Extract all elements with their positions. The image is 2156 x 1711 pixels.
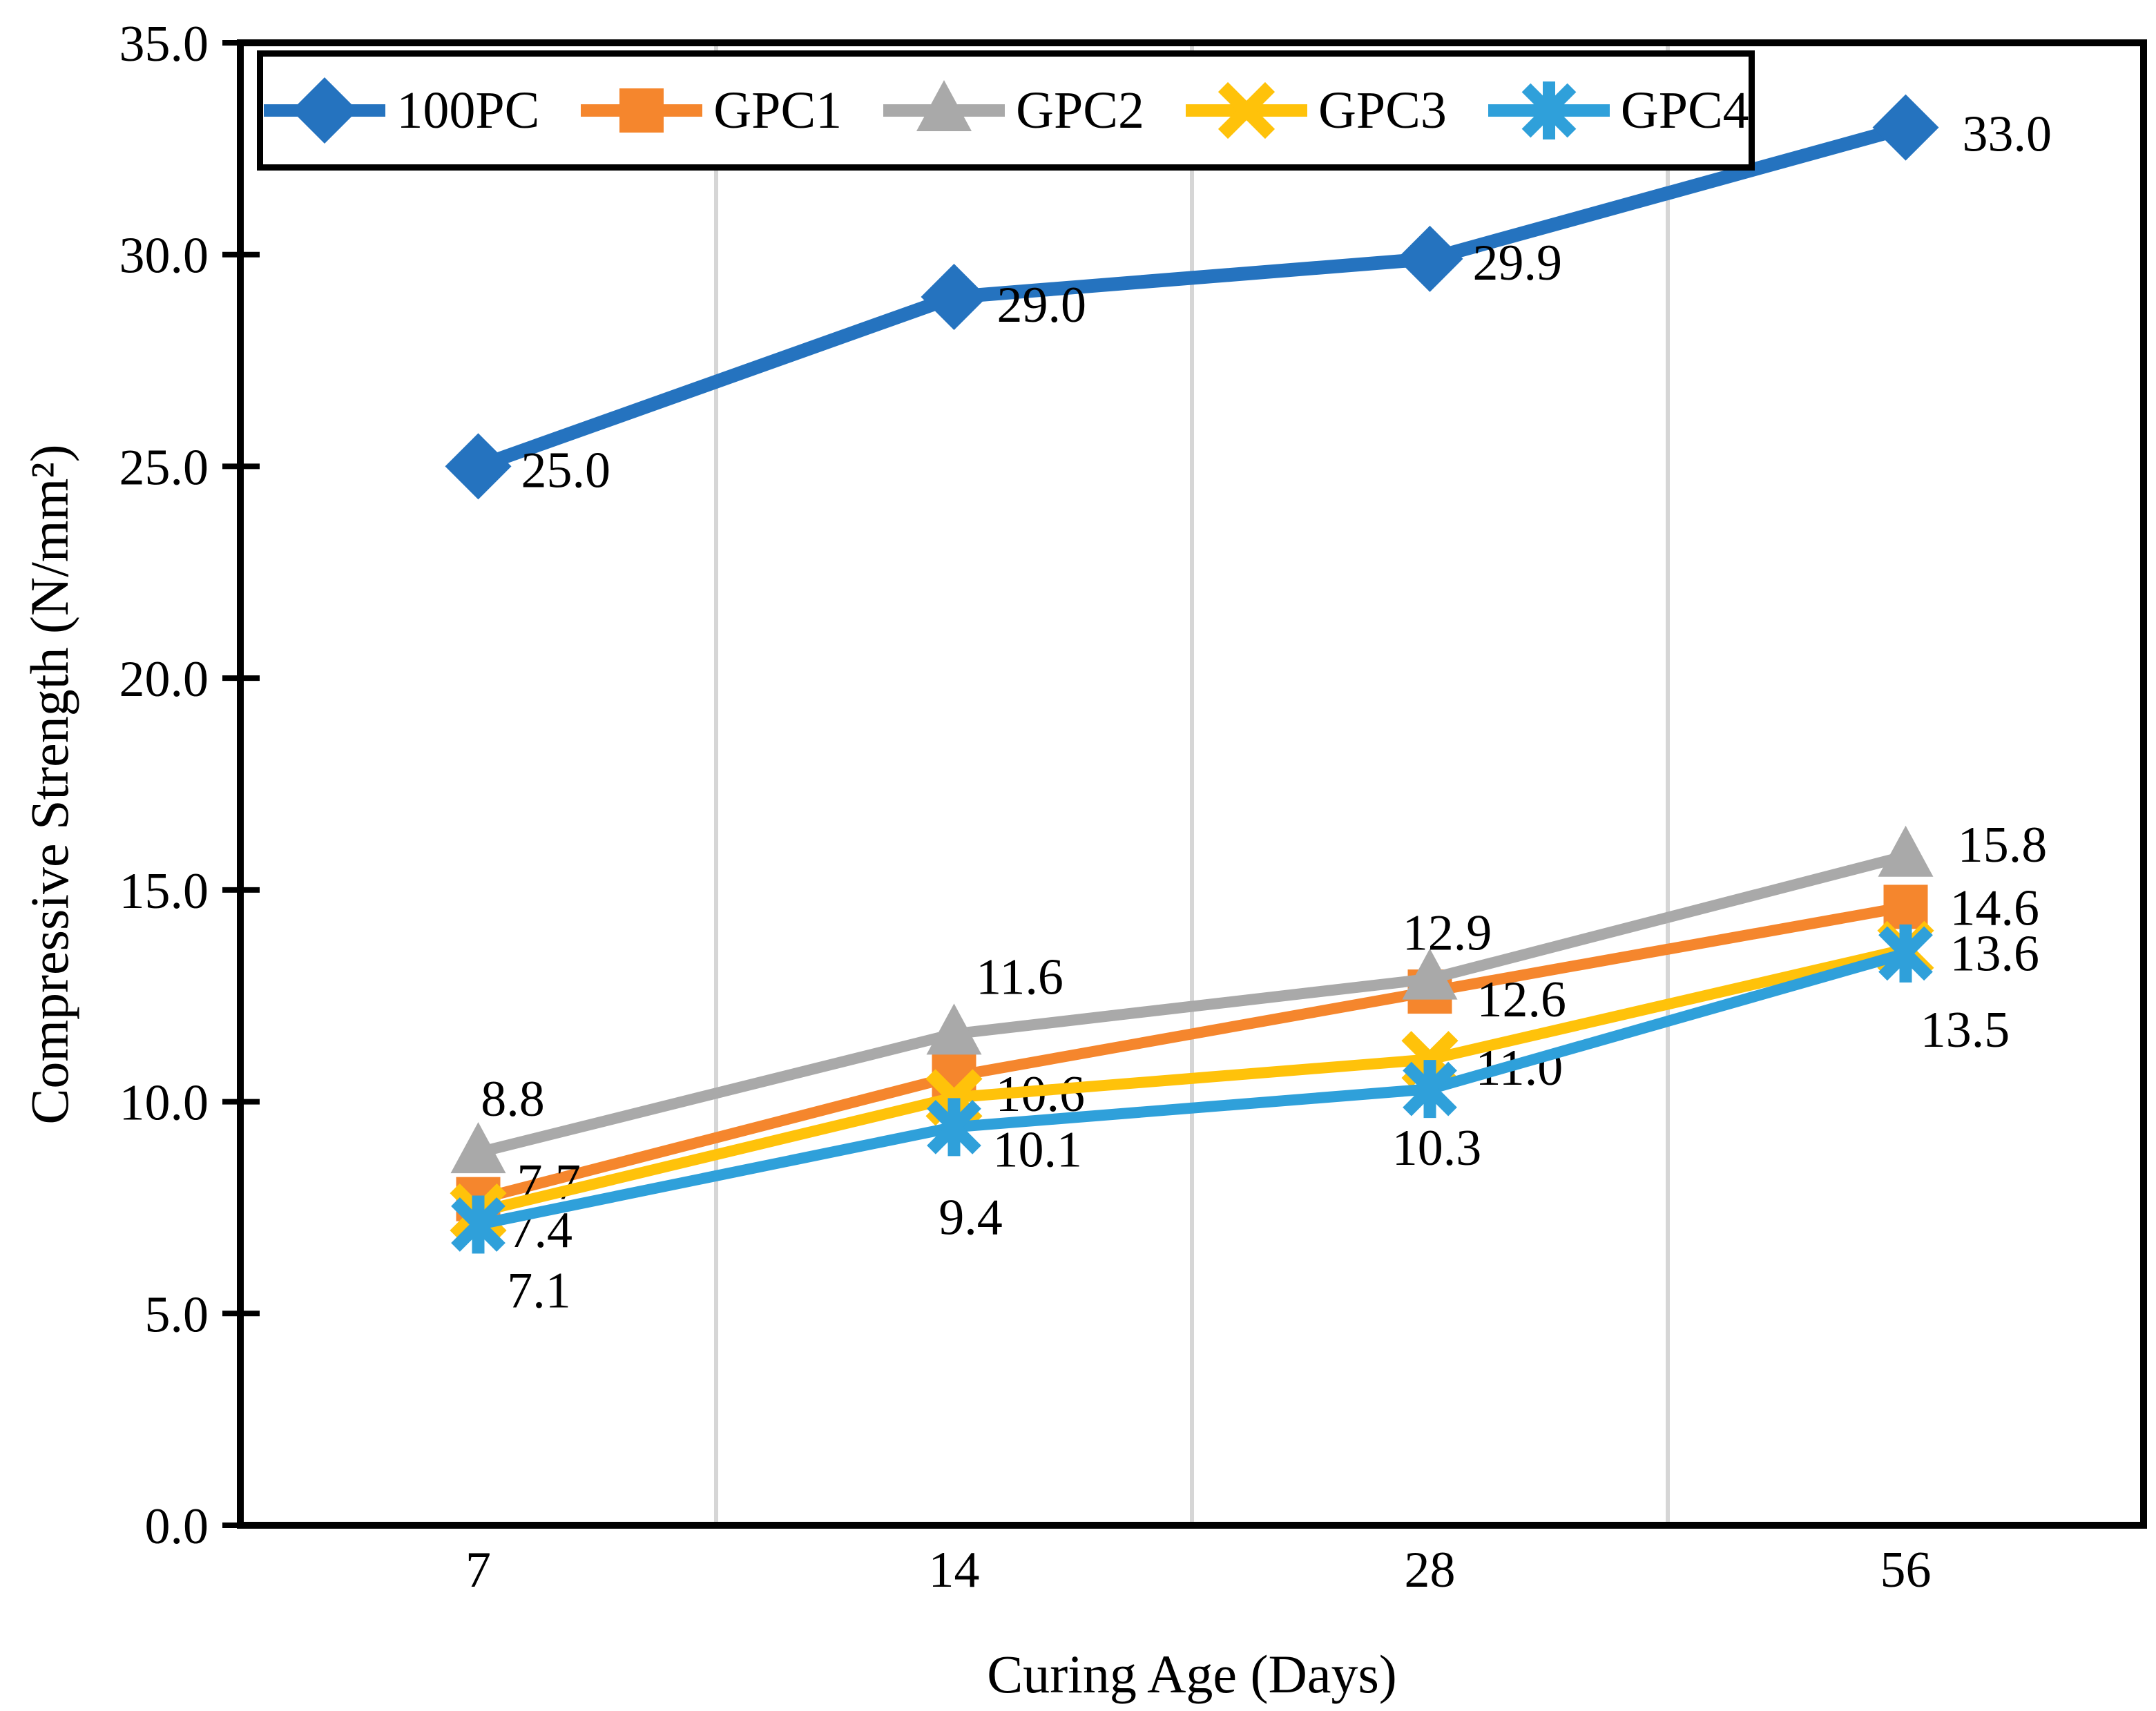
legend-marker-x-icon bbox=[1185, 81, 1307, 139]
series-line-GPC2 bbox=[477, 851, 1907, 1158]
data-label-GPC4: 10.3 bbox=[1392, 1120, 1482, 1177]
data-label-100PC: 33.0 bbox=[1963, 106, 2052, 163]
marker-asterisk bbox=[1403, 1060, 1457, 1119]
marker-square bbox=[619, 88, 664, 133]
data-label-GPC4: 9.4 bbox=[939, 1189, 1003, 1246]
marker-diamond bbox=[921, 264, 988, 331]
data-label-GPC1: 12.6 bbox=[1477, 972, 1567, 1028]
y-axis-tick-label: 15.0 bbox=[119, 863, 209, 920]
legend-marker-square-icon bbox=[581, 88, 703, 133]
data-label-GPC2: 15.8 bbox=[1958, 817, 2048, 873]
marker-asterisk bbox=[451, 1195, 506, 1254]
marker-asterisk bbox=[1878, 924, 1933, 983]
plot-border bbox=[237, 39, 2147, 1529]
legend-item-GPC4: GPC4 bbox=[1487, 72, 1749, 148]
data-label-GPC1: 14.6 bbox=[1950, 880, 2040, 936]
data-label-GPC3: 10.1 bbox=[993, 1121, 1083, 1178]
legend-marker-diamond-icon bbox=[264, 77, 386, 144]
data-label-GPC2: 12.9 bbox=[1403, 905, 1492, 962]
data-label-GPC4: 7.1 bbox=[507, 1262, 571, 1319]
data-label-100PC: 25.0 bbox=[521, 442, 611, 499]
marker-square bbox=[1883, 884, 1928, 929]
y-axis-tick-label: 5.0 bbox=[145, 1286, 209, 1343]
data-label-GPC2: 11.6 bbox=[976, 949, 1063, 1005]
data-label-GPC3: 13.6 bbox=[1950, 926, 2040, 983]
marker-diamond bbox=[445, 433, 512, 500]
x-axis-tick-label: 14 bbox=[929, 1542, 980, 1598]
legend-item-GPC1: GPC1 bbox=[579, 72, 842, 148]
data-label-100PC: 29.0 bbox=[997, 277, 1087, 334]
y-axis-title: Compressive Strength (N/mm²) bbox=[19, 444, 79, 1125]
legend-item-GPC3: GPC3 bbox=[1184, 72, 1447, 148]
marker-diamond bbox=[1396, 225, 1463, 292]
legend-item-100PC: 100PC bbox=[262, 72, 539, 148]
marker-triangle bbox=[916, 80, 972, 131]
data-label-100PC: 29.9 bbox=[1473, 235, 1563, 291]
legend-label: GPC2 bbox=[1016, 81, 1144, 139]
legend-label: GPC4 bbox=[1620, 81, 1749, 139]
marker-asterisk bbox=[927, 1098, 981, 1157]
y-axis-tick-label: 20.0 bbox=[119, 651, 209, 708]
marker-triangle bbox=[1402, 948, 1458, 1000]
x-axis-tick-label: 28 bbox=[1405, 1542, 1456, 1598]
marker-triangle bbox=[450, 1122, 506, 1174]
legend-marker-triangle-icon bbox=[883, 80, 1005, 131]
legend-label: 100PC bbox=[396, 81, 540, 139]
series-line-100PC bbox=[476, 121, 1908, 473]
chart-legend: 100PC GPC1 GPC2 GPC3 GPC4 bbox=[257, 50, 1755, 171]
data-label-GPC4: 13.5 bbox=[1921, 1002, 2010, 1058]
series-line-GPC4 bbox=[477, 948, 1907, 1230]
marker-triangle bbox=[926, 1003, 982, 1055]
y-axis-tick-label: 0.0 bbox=[145, 1498, 209, 1555]
y-axis-tick-label: 10.0 bbox=[119, 1075, 209, 1132]
legend-label: GPC3 bbox=[1318, 81, 1447, 139]
legend-label: GPC1 bbox=[713, 81, 843, 139]
y-axis-tick-label: 30.0 bbox=[119, 228, 209, 284]
series-line-GPC3 bbox=[477, 943, 1907, 1217]
data-label-GPC2: 8.8 bbox=[481, 1071, 545, 1128]
marker-asterisk bbox=[1521, 81, 1577, 139]
series-line-GPC1 bbox=[477, 901, 1907, 1205]
legend-marker-asterisk-icon bbox=[1488, 81, 1610, 139]
x-axis-tick-label: 56 bbox=[1880, 1542, 1932, 1598]
marker-triangle bbox=[1878, 825, 1934, 877]
x-axis-title: Curing Age (Days) bbox=[987, 1644, 1397, 1704]
marker-diamond bbox=[291, 77, 358, 144]
legend-item-GPC2: GPC2 bbox=[882, 72, 1144, 148]
y-axis-tick-label: 25.0 bbox=[119, 439, 209, 496]
x-axis-tick-label: 7 bbox=[465, 1542, 491, 1598]
y-axis-tick-label: 35.0 bbox=[119, 16, 209, 72]
marker-x bbox=[1217, 81, 1276, 139]
marker-diamond bbox=[1872, 94, 1939, 161]
